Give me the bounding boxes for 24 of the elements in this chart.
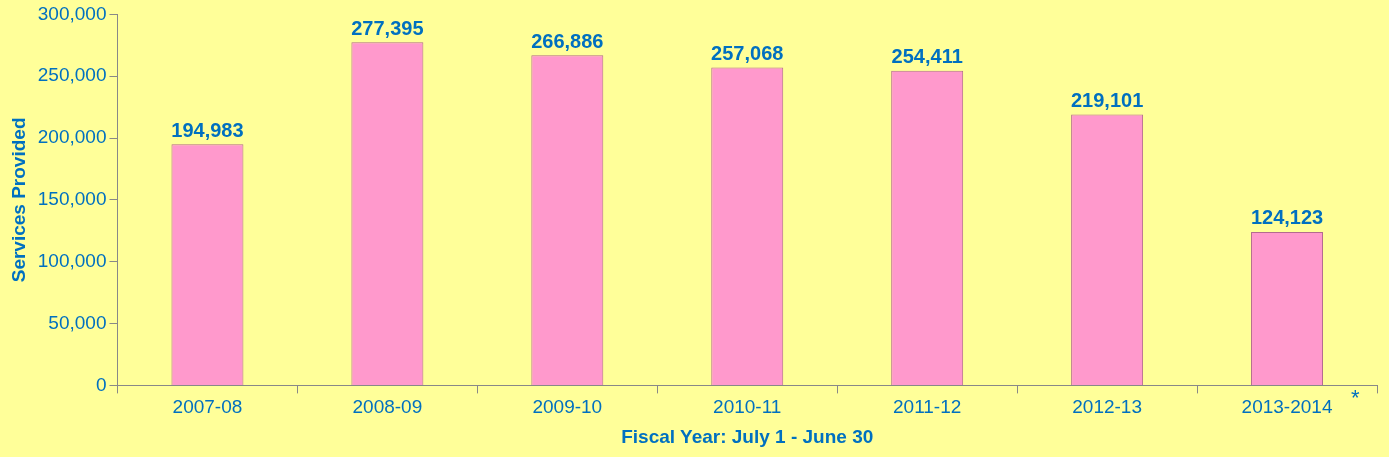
x-tick-label: 2007-08 — [172, 396, 243, 418]
x-tick-label: 2012-13 — [1072, 396, 1142, 418]
y-tick-label: 100,000 — [37, 249, 107, 271]
y-axis-title: Services Provided — [7, 117, 29, 283]
data-label: 194,983 — [171, 118, 244, 141]
data-label: 257,068 — [711, 42, 784, 65]
x-axis-title: Fiscal Year: July 1 - June 30 — [621, 425, 874, 447]
y-tick-label: 250,000 — [37, 64, 107, 86]
y-tick-label: 200,000 — [37, 126, 107, 148]
data-label: 124,123 — [1250, 206, 1324, 229]
y-tick-label: 50,000 — [48, 311, 107, 333]
x-tick-label: 2009-10 — [532, 396, 603, 418]
x-tick-label: 2008-09 — [352, 396, 423, 418]
data-label: 277,395 — [351, 16, 424, 39]
x-tick-label: 2011-12 — [893, 396, 962, 418]
x-tick-label: 2013-2014 — [1241, 396, 1333, 418]
data-label: 266,886 — [531, 29, 604, 52]
y-tick-label: 150,000 — [37, 188, 107, 210]
y-tick-label: 300,000 — [37, 2, 107, 24]
text: * — [1351, 385, 1361, 411]
data-label: 254,411 — [891, 45, 963, 68]
x-tick-label: 2010-11 — [713, 396, 782, 418]
data-label: 219,101 — [1070, 88, 1144, 111]
y-tick-label: 0 — [95, 373, 107, 395]
